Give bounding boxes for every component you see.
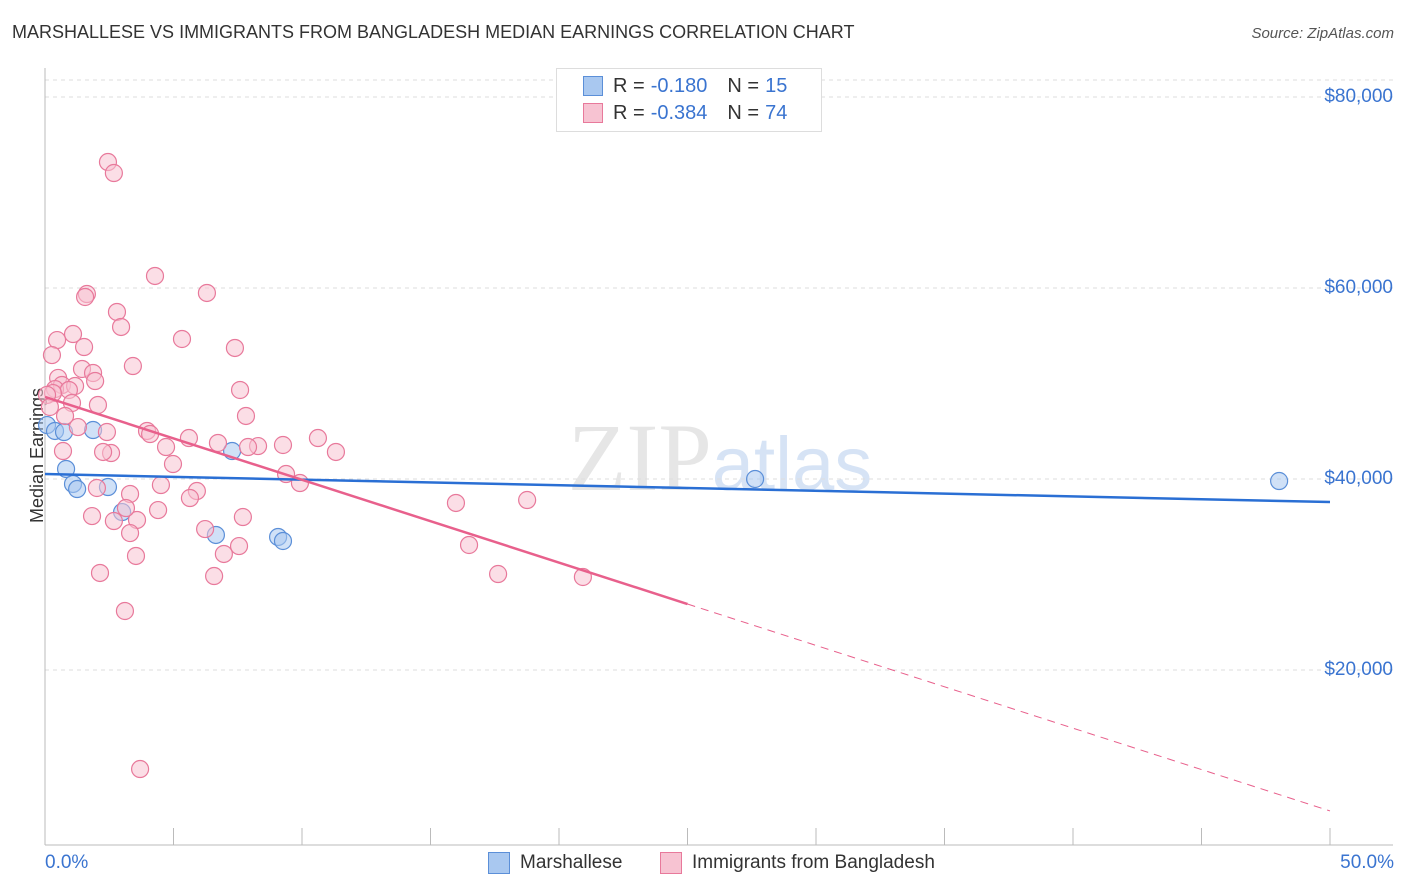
bangladesh-point [446,493,466,513]
bangladesh-point [273,435,293,455]
bottom-legend-bangladesh: Immigrants from Bangladesh [660,852,935,874]
r-label: R = [613,74,645,97]
bangladesh-trend-line [44,395,688,606]
bangladesh-point [115,601,135,621]
bangladesh-point [104,163,123,183]
bangladesh-point [130,759,150,779]
bangladesh-point [229,536,249,556]
bangladesh-point [197,283,217,303]
bangladesh-point [68,417,87,437]
bangladesh-point [308,428,328,448]
bangladesh-point [214,544,233,564]
n-value: 15 [765,74,788,97]
bangladesh-point [145,266,165,286]
bangladesh-point [126,546,146,566]
bangladesh-trend-extension [687,603,1331,812]
bangladesh-point [208,433,228,453]
watermark: ZIPatlas [568,404,873,511]
chart-source: Source: ZipAtlas.com [1251,25,1394,42]
x-tick-50: 50.0% [1340,852,1394,873]
marshallese-trend-line [44,472,1331,504]
bangladesh-point [116,498,136,518]
y-tick-60000: $60,000 [1324,277,1393,298]
bangladesh-point [42,345,62,365]
bangladesh-point [74,337,94,357]
bangladesh-point [93,442,113,462]
legend-swatch [660,852,682,874]
legend-label: Marshallese [520,852,623,873]
bangladesh-point [123,356,142,376]
bangladesh-point [111,317,131,337]
marshallese-point [68,479,87,499]
bangladesh-point [196,519,215,539]
y-tick-80000: $80,000 [1324,86,1393,107]
bangladesh-point [238,437,258,457]
marshallese-point [1270,471,1289,491]
bangladesh-point [107,302,127,322]
bangladesh-point [205,566,224,586]
bangladesh-point [82,506,102,526]
bangladesh-point [180,488,200,508]
bangladesh-point [236,406,256,426]
r-label: R = [613,101,645,124]
legend-swatch-bangladesh [583,103,603,123]
bangladesh-point [90,563,110,583]
chart-title: MARSHALLESE VS IMMIGRANTS FROM BANGLADES… [12,22,855,42]
r-value: -0.180 [650,74,708,97]
bottom-legend-marshallese: Marshallese [488,852,622,874]
bangladesh-point [225,338,245,358]
y-tick-40000: $40,000 [1324,468,1393,489]
marshallese-point [273,531,293,551]
legend-label: Immigrants from Bangladesh [692,852,935,873]
bangladesh-point [233,507,252,527]
bangladesh-point [172,329,192,349]
bangladesh-point [156,437,176,457]
bangladesh-point [55,406,75,426]
bangladesh-point [148,500,168,520]
bangladesh-point [163,454,183,474]
bangladesh-point [120,523,140,543]
x-tick-0: 0.0% [45,852,89,873]
bangladesh-point [63,324,83,344]
legend-row-bangladesh: R = -0.384 N = 74 [613,100,787,126]
bangladesh-point [86,371,105,391]
bangladesh-point [518,490,537,510]
bangladesh-point [488,564,508,584]
bangladesh-point [151,475,171,495]
n-value: 74 [765,101,788,124]
bangladesh-point [459,535,479,555]
bangladesh-point [230,380,250,400]
y-tick-20000: $20,000 [1324,659,1393,680]
n-label: N = [727,101,760,124]
legend-row-marshallese: R = -0.180 N = 15 [613,73,787,99]
bangladesh-point [326,442,346,462]
bangladesh-point [75,287,95,307]
r-value: -0.384 [650,101,708,124]
legend-swatch-marshallese [583,76,603,96]
legend-swatch [488,852,510,874]
bangladesh-point [53,441,73,461]
legend: R = -0.180 N = 15 R = -0.384 N = 74 [556,68,822,132]
bangladesh-point [87,478,107,498]
bangladesh-point [104,511,123,531]
n-label: N = [727,74,760,97]
bangladesh-point [97,422,117,442]
marshallese-point [745,469,765,489]
